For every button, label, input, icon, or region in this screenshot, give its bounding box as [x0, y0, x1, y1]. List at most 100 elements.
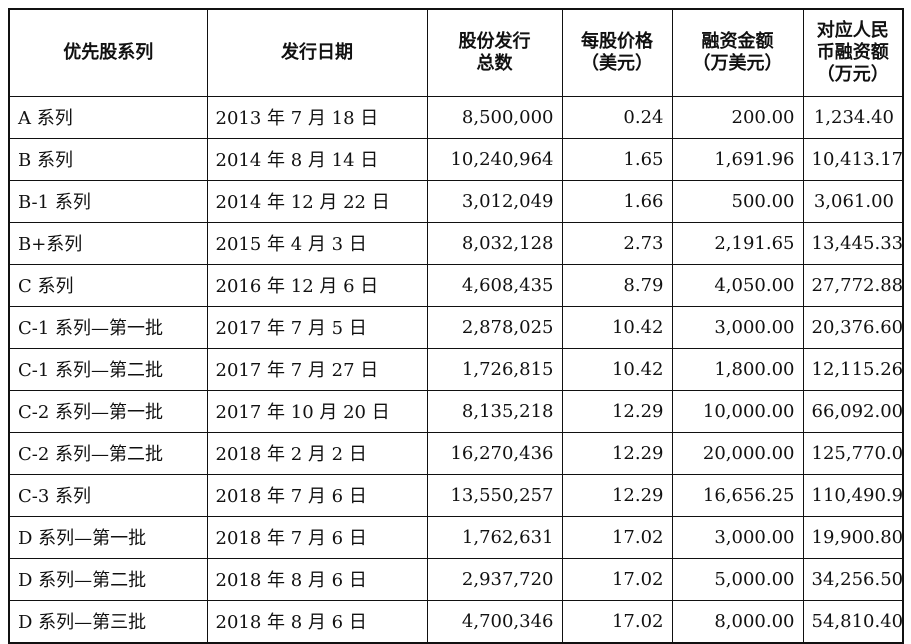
financing-rmb-cell: 13,445.33 [802, 221, 904, 265]
financing-rmb-cell: 10,413.17 [802, 137, 904, 181]
price-per-share-cell: 1.65 [561, 137, 673, 181]
total-shares-cell: 1,762,631 [426, 515, 563, 559]
financing-rmb-cell: 34,256.50 [802, 557, 904, 601]
price-per-share-cell: 17.02 [561, 515, 673, 559]
series-cell: A 系列 [8, 95, 208, 139]
financing-usd-cell: 10,000.00 [671, 389, 804, 433]
table-row: A 系列 2013 年 7 月 18 日 8,500,000 0.24 200.00 1,… [8, 95, 904, 139]
header-financing-usd: 融资金额 （万美元） [671, 8, 804, 97]
financing-rmb-cell: 19,900.80 [802, 515, 904, 559]
header-total-shares: 股份发行 总数 [426, 8, 563, 97]
price-per-share-cell: 12.29 [561, 431, 673, 475]
series-cell: B 系列 [8, 137, 208, 181]
financing-rmb-cell: 125,770.00 [802, 431, 904, 475]
price-per-share-cell: 10.42 [561, 305, 673, 349]
series-cell: B-1 系列 [8, 179, 208, 223]
table-row: B 系列 2014 年 8 月 14 日 10,240,964 1.65 1,691.9… [8, 137, 904, 181]
table-row: C 系列 2016 年 12 月 6 日 4,608,435 8.79 4,050.00… [8, 263, 904, 307]
total-shares-cell: 8,135,218 [426, 389, 563, 433]
table-row: D 系列—第二批 2018 年 8 月 6 日 2,937,720 17.02 5,00… [8, 557, 904, 601]
header-row: 优先股系列 发行日期 股份发行 总数 每股价格 （美元） 融资金额 （万美元） 对应人… [8, 8, 904, 97]
total-shares-cell: 2,937,720 [426, 557, 563, 601]
table-row: B-1 系列 2014 年 12 月 22 日 3,012,049 1.66 500.0… [8, 179, 904, 223]
table-row: C-3 系列 2018 年 7 月 6 日 13,550,257 12.29 16,65… [8, 473, 904, 517]
financing-usd-cell: 4,050.00 [671, 263, 804, 307]
price-per-share-cell: 17.02 [561, 599, 673, 643]
financing-rmb-cell: 54,810.40 [802, 599, 904, 643]
financing-usd-cell: 3,000.00 [671, 515, 804, 559]
financing-usd-cell: 1,691.96 [671, 137, 804, 181]
financing-usd-cell: 500.00 [671, 179, 804, 223]
series-cell: C-1 系列—第一批 [8, 305, 208, 349]
table-row: C-2 系列—第一批 2017 年 10 月 20 日 8,135,218 12.29… [8, 389, 904, 433]
financing-usd-cell: 1,800.00 [671, 347, 804, 391]
financing-usd-cell: 5,000.00 [671, 557, 804, 601]
issue-date-cell: 2017 年 10 月 20 日 [206, 389, 428, 433]
financing-rmb-cell: 1,234.40 [802, 95, 904, 139]
financing-usd-cell: 8,000.00 [671, 599, 804, 643]
issue-date-cell: 2013 年 7 月 18 日 [206, 95, 428, 139]
table-row: C-1 系列—第二批 2017 年 7 月 27 日 1,726,815 10.42 1… [8, 347, 904, 391]
total-shares-cell: 10,240,964 [426, 137, 563, 181]
table-row: D 系列—第一批 2018 年 7 月 6 日 1,762,631 17.02 3,00… [8, 515, 904, 559]
financing-usd-cell: 2,191.65 [671, 221, 804, 265]
series-cell: C-2 系列—第一批 [8, 389, 208, 433]
series-cell: D 系列—第一批 [8, 515, 208, 559]
price-per-share-cell: 12.29 [561, 473, 673, 517]
financing-usd-cell: 16,656.25 [671, 473, 804, 517]
preferred-share-financing-table: 优先股系列 发行日期 股份发行 总数 每股价格 （美元） 融资金额 （万美元） 对应人… [8, 8, 904, 644]
total-shares-cell: 4,608,435 [426, 263, 563, 307]
issue-date-cell: 2018 年 8 月 6 日 [206, 599, 428, 643]
financing-rmb-cell: 27,772.88 [802, 263, 904, 307]
table-body: A 系列 2013 年 7 月 18 日 8,500,000 0.24 200.00 1,… [8, 95, 904, 643]
issue-date-cell: 2018 年 7 月 6 日 [206, 515, 428, 559]
header-issue-date: 发行日期 [206, 8, 428, 97]
issue-date-cell: 2014 年 8 月 14 日 [206, 137, 428, 181]
price-per-share-cell: 2.73 [561, 221, 673, 265]
total-shares-cell: 3,012,049 [426, 179, 563, 223]
price-per-share-cell: 8.79 [561, 263, 673, 307]
price-per-share-cell: 10.42 [561, 347, 673, 391]
total-shares-cell: 2,878,025 [426, 305, 563, 349]
price-per-share-cell: 17.02 [561, 557, 673, 601]
series-cell: D 系列—第二批 [8, 557, 208, 601]
total-shares-cell: 8,032,128 [426, 221, 563, 265]
financing-rmb-cell: 12,115.26 [802, 347, 904, 391]
series-cell: C-1 系列—第二批 [8, 347, 208, 391]
issue-date-cell: 2018 年 8 月 6 日 [206, 557, 428, 601]
financing-rmb-cell: 110,490.90 [802, 473, 904, 517]
total-shares-cell: 4,700,346 [426, 599, 563, 643]
header-financing-rmb: 对应人民 币融资额 （万元） [802, 8, 904, 97]
series-cell: B+系列 [8, 221, 208, 265]
table-row: B+系列 2015 年 4 月 3 日 8,032,128 2.73 2,191.65 1… [8, 221, 904, 265]
issue-date-cell: 2018 年 7 月 6 日 [206, 473, 428, 517]
total-shares-cell: 8,500,000 [426, 95, 563, 139]
total-shares-cell: 1,726,815 [426, 347, 563, 391]
financing-usd-cell: 200.00 [671, 95, 804, 139]
total-shares-cell: 16,270,436 [426, 431, 563, 475]
series-cell: D 系列—第三批 [8, 599, 208, 643]
series-cell: C-2 系列—第二批 [8, 431, 208, 475]
issue-date-cell: 2015 年 4 月 3 日 [206, 221, 428, 265]
issue-date-cell: 2017 年 7 月 5 日 [206, 305, 428, 349]
financing-rmb-cell: 20,376.60 [802, 305, 904, 349]
table-row: C-2 系列—第二批 2018 年 2 月 2 日 16,270,436 12.29 2… [8, 431, 904, 475]
issue-date-cell: 2014 年 12 月 22 日 [206, 179, 428, 223]
table-row: D 系列—第三批 2018 年 8 月 6 日 4,700,346 17.02 8,00… [8, 599, 904, 643]
table-row: C-1 系列—第一批 2017 年 7 月 5 日 2,878,025 10.42 3,… [8, 305, 904, 349]
issue-date-cell: 2017 年 7 月 27 日 [206, 347, 428, 391]
issue-date-cell: 2018 年 2 月 2 日 [206, 431, 428, 475]
price-per-share-cell: 1.66 [561, 179, 673, 223]
series-cell: C 系列 [8, 263, 208, 307]
issue-date-cell: 2016 年 12 月 6 日 [206, 263, 428, 307]
header-series: 优先股系列 [8, 8, 208, 97]
financing-usd-cell: 20,000.00 [671, 431, 804, 475]
series-cell: C-3 系列 [8, 473, 208, 517]
financing-usd-cell: 3,000.00 [671, 305, 804, 349]
total-shares-cell: 13,550,257 [426, 473, 563, 517]
header-price-per-share: 每股价格 （美元） [561, 8, 673, 97]
financing-rmb-cell: 66,092.00 [802, 389, 904, 433]
price-per-share-cell: 0.24 [561, 95, 673, 139]
financing-rmb-cell: 3,061.00 [802, 179, 904, 223]
price-per-share-cell: 12.29 [561, 389, 673, 433]
